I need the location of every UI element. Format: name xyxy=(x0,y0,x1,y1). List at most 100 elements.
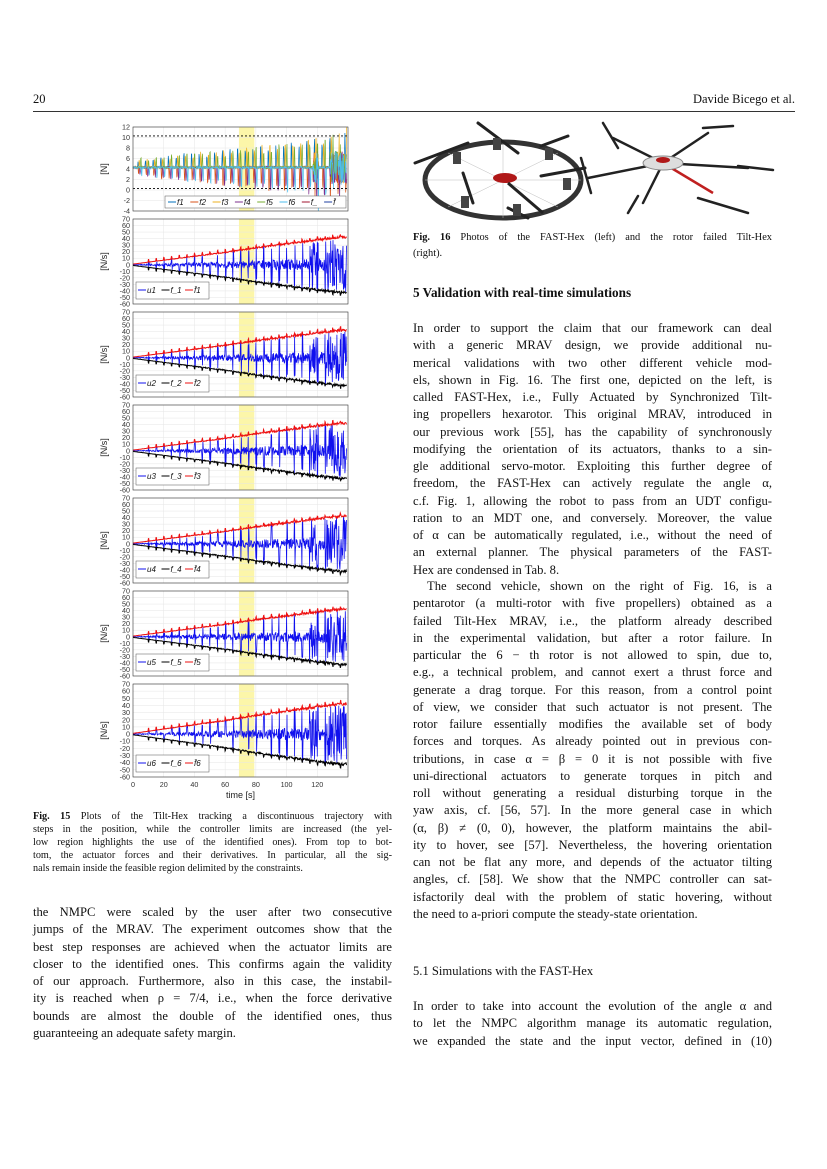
tilt-hex-rotor-failed-photo xyxy=(579,121,775,215)
y-tick-label: -50 xyxy=(120,386,130,395)
y-tick-label: 0 xyxy=(126,446,130,455)
legend-box xyxy=(164,195,347,209)
y-tick-label: 10 xyxy=(122,133,130,142)
x-tick-label: 40 xyxy=(190,780,198,789)
series-u3 xyxy=(133,423,347,477)
y-tick-label: 70 xyxy=(122,401,130,410)
y-tick-label: -60 xyxy=(120,773,130,782)
legend: u4 f_4 f̄4 xyxy=(135,560,210,579)
y-tick-label: 70 xyxy=(122,215,130,224)
legend-box xyxy=(135,653,210,672)
y-tick-label: -50 xyxy=(120,572,130,581)
series-f̄6 xyxy=(132,699,347,734)
y-tick-label: 40 xyxy=(122,606,130,615)
y-tick-label: 0 xyxy=(126,353,130,362)
legend-label: f1 xyxy=(177,198,184,207)
plot-frame xyxy=(132,497,349,584)
text-line: can not be flat any more, and depends of… xyxy=(413,855,772,869)
y-tick-label: -30 xyxy=(120,466,130,475)
legend-box xyxy=(135,560,210,579)
text-line: modifying the orientation of its actuato… xyxy=(413,441,772,456)
y-tick-label: -60 xyxy=(120,486,130,495)
y-tick-label: -60 xyxy=(120,393,130,402)
y-tick-label: 0 xyxy=(126,730,130,739)
y-tick-label: -40 xyxy=(120,565,130,574)
highlight-region xyxy=(238,591,255,676)
legend-label: f2 xyxy=(199,198,206,207)
y-tick-label: 50 xyxy=(122,694,130,703)
legend-label: f5 xyxy=(266,198,273,207)
text-line: we expanded the state and the input vect… xyxy=(413,1033,772,1048)
text-line: gle additional servo-motor. Exploiting t… xyxy=(413,459,772,473)
text-line: yaw axis, cf. [56, 57]. In the more gene… xyxy=(413,803,772,818)
text-line: jumps of the MRAV. The experiment outcom… xyxy=(33,922,392,937)
y-tick-label: 20 xyxy=(122,715,130,724)
y-tick-label: -60 xyxy=(120,672,130,681)
text-line: (α, β) ≠ (0, 0), however, the platform m… xyxy=(413,820,772,835)
x-tick-label: 80 xyxy=(252,780,260,789)
legend: u1 f_1 f̄1 xyxy=(135,281,210,300)
highlight-region xyxy=(238,684,255,777)
chart-panel-7: 706050403020100-10-20-30-40-50-60[N/s]u6… xyxy=(99,680,349,800)
text-line: our previous work [55], has the capabili… xyxy=(413,424,772,439)
series-u5 xyxy=(132,609,347,663)
series-f_3 xyxy=(132,450,347,482)
legend-label: f̄6 xyxy=(194,759,201,768)
y-tick-label: 60 xyxy=(122,500,130,509)
y-tick-label: 10 xyxy=(122,533,130,542)
legend-label: f4 xyxy=(244,198,251,207)
plot-frame xyxy=(132,311,349,398)
legend-label: f_1 xyxy=(171,286,182,295)
text-line: an external planner. The physical parame… xyxy=(413,545,772,560)
text-line: bounds are almost the double of the iden… xyxy=(33,1008,392,1023)
text-line: rotor failure essentially modifies the a… xyxy=(413,717,772,731)
y-tick-label: 70 xyxy=(122,680,130,689)
text-line: The second vehicle, shown on the right o… xyxy=(427,579,772,593)
caption-label: Fig. 15 xyxy=(33,811,71,822)
text-line: forces and torques. As already pointed o… xyxy=(413,734,772,749)
text-line: of view, we consider that such actuator … xyxy=(413,699,772,714)
section-5-1-heading: 5.1 Simulations with the FAST-Hex xyxy=(413,964,594,978)
legend-box xyxy=(135,281,210,300)
text-line: failed Tilt-Hex MRAV, i.e., the platform… xyxy=(413,613,772,628)
y-tick-label: 60 xyxy=(122,407,130,416)
legend-label: u3 xyxy=(147,472,156,481)
text-line: ration to an MDT one, and conversely. Mo… xyxy=(413,510,772,525)
text-line: pentarotor (a multi-rotor with five prop… xyxy=(413,596,772,611)
caption-label: Fig. 16 xyxy=(413,232,451,243)
series-f_4 xyxy=(132,543,347,577)
text-line: of our approach. Furthermore, also in th… xyxy=(33,974,392,988)
text-line: the NMPC were scaled by the user after t… xyxy=(33,905,392,919)
y-tick-label: -20 xyxy=(120,552,130,561)
y-tick-label: -40 xyxy=(120,286,130,295)
y-axis-label: [N/s] xyxy=(99,345,109,364)
y-tick-label: -30 xyxy=(120,280,130,289)
legend-label: f_4 xyxy=(171,565,183,574)
y-tick-label: 12 xyxy=(122,123,130,132)
y-tick-label: 30 xyxy=(122,241,130,250)
y-tick-label: 60 xyxy=(122,314,130,323)
x-tick-label: 0 xyxy=(131,780,135,789)
x-tick-label: 100 xyxy=(281,780,293,789)
y-tick-label: 0 xyxy=(126,539,130,548)
section-5-paragraph-2: The second vehicle, shown on the right o… xyxy=(413,578,772,923)
text-line: particular the 6 − th rotor is not allow… xyxy=(413,648,772,662)
legend-label: u5 xyxy=(147,658,156,667)
y-tick-label: 70 xyxy=(122,494,130,503)
text-line: to let the NMPC algorithm manage its aut… xyxy=(413,1016,772,1031)
text-line: ing propellers hexarotor. This original … xyxy=(413,407,772,422)
text-line: els, shown in Fig. 16. The first one, de… xyxy=(413,372,772,387)
y-tick-label: 70 xyxy=(122,308,130,317)
y-tick-label: -30 xyxy=(120,373,130,382)
series-f̄5 xyxy=(133,606,347,637)
y-tick-label: -10 xyxy=(120,360,130,369)
series-f_2 xyxy=(132,357,347,389)
running-head-authors: Davide Bicego et al. xyxy=(692,92,795,106)
text-line: In order to take into account the evolut… xyxy=(413,999,772,1013)
y-tick-label: 0 xyxy=(126,260,130,269)
